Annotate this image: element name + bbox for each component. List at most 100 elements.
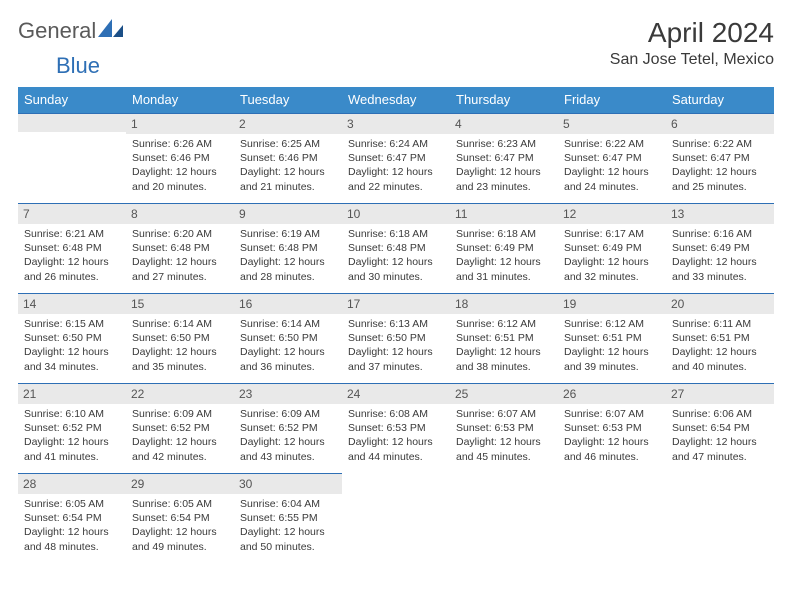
sunrise-text: Sunrise: 6:14 AM [237, 317, 339, 331]
day-number-strip: 9 [234, 203, 342, 224]
daylight-line2: and 50 minutes. [237, 540, 339, 554]
sunrise-text: Sunrise: 6:22 AM [669, 137, 771, 151]
week-row: 28Sunrise: 6:05 AMSunset: 6:54 PMDayligh… [18, 473, 774, 563]
daylight-line2: and 23 minutes. [453, 180, 555, 194]
daylight-line1: Daylight: 12 hours [345, 435, 447, 449]
daylight-line1: Daylight: 12 hours [669, 255, 771, 269]
daylight-line1: Daylight: 12 hours [345, 255, 447, 269]
sunset-text: Sunset: 6:47 PM [453, 151, 555, 165]
day-cell: 1Sunrise: 6:26 AMSunset: 6:46 PMDaylight… [126, 113, 234, 203]
day-number-strip: 30 [234, 473, 342, 494]
sunset-text: Sunset: 6:48 PM [129, 241, 231, 255]
day-number-strip: 25 [450, 383, 558, 404]
daylight-line2: and 49 minutes. [129, 540, 231, 554]
sunset-text: Sunset: 6:47 PM [561, 151, 663, 165]
daylight-line1: Daylight: 12 hours [21, 525, 123, 539]
day-number-strip: 4 [450, 113, 558, 134]
daylight-line1: Daylight: 12 hours [453, 255, 555, 269]
day-header-cell: Monday [126, 87, 234, 113]
sunrise-text: Sunrise: 6:10 AM [21, 407, 123, 421]
daylight-line2: and 34 minutes. [21, 360, 123, 374]
day-cell: 5Sunrise: 6:22 AMSunset: 6:47 PMDaylight… [558, 113, 666, 203]
daylight-line2: and 43 minutes. [237, 450, 339, 464]
sunrise-text: Sunrise: 6:26 AM [129, 137, 231, 151]
day-cell: 4Sunrise: 6:23 AMSunset: 6:47 PMDaylight… [450, 113, 558, 203]
day-number-strip: 28 [18, 473, 126, 494]
day-cell [558, 473, 666, 563]
day-header-cell: Saturday [666, 87, 774, 113]
daylight-line1: Daylight: 12 hours [669, 345, 771, 359]
day-number-strip: 21 [18, 383, 126, 404]
sunset-text: Sunset: 6:52 PM [129, 421, 231, 435]
week-row: 1 Sunrise: 6:26 AMSunset: 6:46 PM Daylight… [18, 113, 774, 203]
sunrise-text: Sunrise: 6:16 AM [669, 227, 771, 241]
day-cell: 29Sunrise: 6:05 AMSunset: 6:54 PMDayligh… [126, 473, 234, 563]
sunset-text: Sunset: 6:49 PM [453, 241, 555, 255]
daylight-line1: Daylight: 12 hours [453, 165, 555, 179]
daylight-line2: and 37 minutes. [345, 360, 447, 374]
sunrise-text: Sunrise: 6:18 AM [345, 227, 447, 241]
day-cell: 8Sunrise: 6:20 AMSunset: 6:48 PMDaylight… [126, 203, 234, 293]
sunset-text: Sunset: 6:51 PM [669, 331, 771, 345]
day-number-strip: 26 [558, 383, 666, 404]
day-number-strip: 3 [342, 113, 450, 134]
day-number-strip: 12 [558, 203, 666, 224]
sunset-text: Sunset: 6:54 PM [669, 421, 771, 435]
daylight-line1: Daylight: 12 hours [345, 345, 447, 359]
day-cell: 26Sunrise: 6:07 AMSunset: 6:53 PMDayligh… [558, 383, 666, 473]
daylight-line2: and 41 minutes. [21, 450, 123, 464]
sunrise-text: Sunrise: 6:13 AM [345, 317, 447, 331]
sunset-text: Sunset: 6:46 PM [129, 151, 231, 165]
daylight-line1: Daylight: 12 hours [237, 345, 339, 359]
day-header-cell: Sunday [18, 87, 126, 113]
daylight-line2: and 42 minutes. [129, 450, 231, 464]
day-number-strip: 11 [450, 203, 558, 224]
sunrise-text: Sunrise: 6:25 AM [237, 137, 339, 151]
sunrise-text: Sunrise: 6:24 AM [345, 137, 447, 151]
day-cell: 21Sunrise: 6:10 AMSunset: 6:52 PMDayligh… [18, 383, 126, 473]
daylight-line2: and 36 minutes. [237, 360, 339, 374]
sunrise-text: Sunrise: 6:22 AM [561, 137, 663, 151]
day-cell: 20Sunrise: 6:11 AMSunset: 6:51 PMDayligh… [666, 293, 774, 383]
sunrise-text: Sunrise: 6:08 AM [345, 407, 447, 421]
page-subtitle: San Jose Tetel, Mexico [610, 51, 774, 69]
day-cell: 10Sunrise: 6:18 AMSunset: 6:48 PMDayligh… [342, 203, 450, 293]
sunrise-text: Sunrise: 6:19 AM [237, 227, 339, 241]
daylight-line2: and 21 minutes. [237, 180, 339, 194]
daylight-line2: and 45 minutes. [453, 450, 555, 464]
day-number-strip: 24 [342, 383, 450, 404]
daylight-line1: Daylight: 12 hours [561, 435, 663, 449]
day-cell: 27Sunrise: 6:06 AMSunset: 6:54 PMDayligh… [666, 383, 774, 473]
day-number-strip: 1 [126, 113, 234, 134]
brand-word-general: General [18, 18, 96, 44]
sunrise-text: Sunrise: 6:20 AM [129, 227, 231, 241]
day-number-strip: 5 [558, 113, 666, 134]
daylight-line1: Daylight: 12 hours [129, 345, 231, 359]
daylight-line1: Daylight: 12 hours [561, 345, 663, 359]
sunset-text: Sunset: 6:50 PM [237, 331, 339, 345]
sunrise-text: Sunrise: 6:06 AM [669, 407, 771, 421]
daylight-line2: and 27 minutes. [129, 270, 231, 284]
sunset-text: Sunset: 6:55 PM [237, 511, 339, 525]
day-cell: 16Sunrise: 6:14 AMSunset: 6:50 PMDayligh… [234, 293, 342, 383]
day-cell: 14Sunrise: 6:15 AMSunset: 6:50 PMDayligh… [18, 293, 126, 383]
day-cell: 18Sunrise: 6:12 AMSunset: 6:51 PMDayligh… [450, 293, 558, 383]
daylight-line2: and 46 minutes. [561, 450, 663, 464]
day-cell: 2Sunrise: 6:25 AMSunset: 6:46 PMDaylight… [234, 113, 342, 203]
day-number-strip [18, 113, 126, 132]
daylight-line2: and 48 minutes. [21, 540, 123, 554]
sunset-text: Sunset: 6:48 PM [345, 241, 447, 255]
day-number-strip: 29 [126, 473, 234, 494]
calendar: SundayMondayTuesdayWednesdayThursdayFrid… [18, 87, 774, 563]
day-cell: 15Sunrise: 6:14 AMSunset: 6:50 PMDayligh… [126, 293, 234, 383]
daylight-line1: Daylight: 12 hours [129, 435, 231, 449]
day-cell: 17Sunrise: 6:13 AMSunset: 6:50 PMDayligh… [342, 293, 450, 383]
sunset-text: Sunset: 6:53 PM [345, 421, 447, 435]
day-cell [18, 113, 126, 203]
day-cell: 7Sunrise: 6:21 AMSunset: 6:48 PMDaylight… [18, 203, 126, 293]
daylight-line2: and 30 minutes. [345, 270, 447, 284]
sunset-text: Sunset: 6:52 PM [21, 421, 123, 435]
day-cell: 24 Sunrise: 6:08 AMSunset: 6:53 PMDayligh… [342, 383, 450, 473]
day-cell: 9Sunrise: 6:19 AMSunset: 6:48 PMDaylight… [234, 203, 342, 293]
daylight-line2: and 31 minutes. [453, 270, 555, 284]
